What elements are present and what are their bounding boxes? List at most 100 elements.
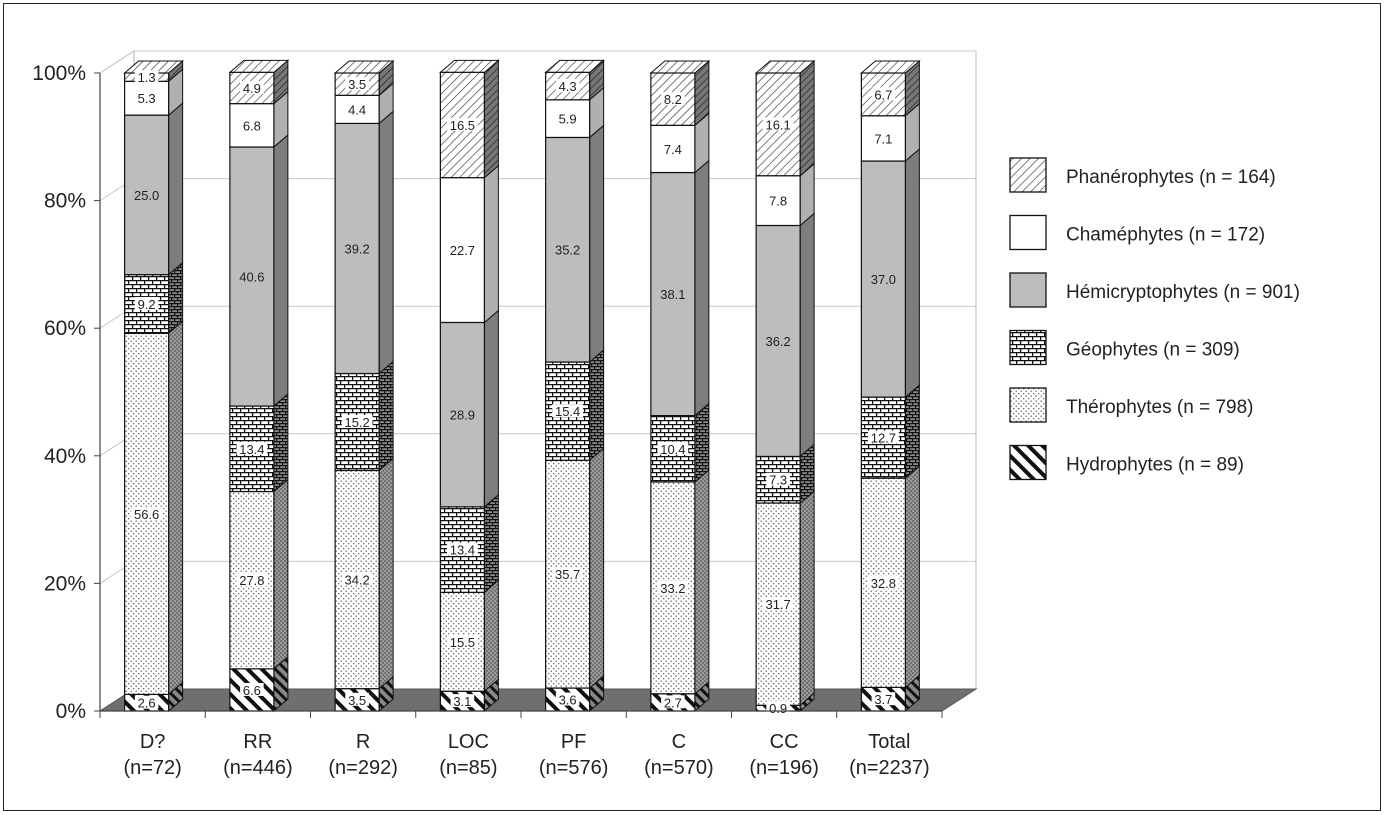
bar-segment-side	[799, 59, 815, 177]
data-label: 6.6	[243, 683, 261, 698]
bar-segment-side	[483, 59, 499, 179]
x-category-count: (n=196)	[749, 757, 819, 779]
data-label: 0.9	[769, 701, 787, 716]
legend-label: Hydrophytes (n = 89)	[1066, 455, 1244, 476]
y-tick-label: 80%	[44, 190, 86, 213]
y-tick-label: 40%	[44, 445, 86, 468]
bar-segment	[124, 80, 170, 116]
data-label-bg	[341, 414, 373, 428]
bar-stack: 6.6 27.8 13.4 40.6 6.8 4.9	[228, 59, 290, 713]
data-label-bg	[131, 506, 163, 520]
bar-segment-side	[273, 478, 289, 670]
bar-segment-side	[168, 102, 184, 276]
bar-segment	[124, 114, 170, 276]
data-label: 33.2	[660, 581, 685, 596]
legend: Phanérophytes (n = 164) Chaméphytes (n = …	[1009, 157, 1300, 481]
bar-segment-side	[378, 360, 394, 472]
legend-label: Chaméphytes (n = 172)	[1066, 225, 1265, 246]
data-label: 37.0	[871, 272, 896, 287]
data-label: 38.1	[660, 287, 685, 302]
y-tick-label: 100%	[32, 62, 86, 85]
bar-segment-side	[904, 147, 920, 399]
x-category-label: PF	[561, 731, 587, 753]
data-label: 25.0	[134, 188, 159, 203]
bar-segment-side	[589, 447, 605, 690]
data-label-bg	[661, 92, 685, 106]
data-label-bg	[236, 441, 268, 455]
data-label-bg	[134, 695, 159, 709]
data-label-bg	[446, 542, 478, 556]
data-label: 10.4	[660, 442, 685, 457]
x-category-label: R	[356, 731, 370, 753]
data-label: 27.8	[239, 573, 264, 588]
data-label: 3.5	[348, 77, 366, 92]
data-label-bg	[871, 692, 896, 706]
data-label-bg	[345, 692, 369, 706]
data-label-bg	[345, 77, 369, 91]
data-label: 15.4	[555, 404, 580, 419]
y-axis: 0% 20% 40% 60% 80% 100%	[32, 62, 101, 723]
bar-segment	[860, 160, 906, 398]
data-label-bg	[762, 597, 794, 611]
data-label-bg	[555, 692, 580, 706]
bar-segment-side	[378, 457, 394, 690]
bar-segment	[545, 136, 591, 363]
legend-swatch	[1009, 214, 1047, 251]
x-category-label: CC	[770, 731, 799, 753]
data-label: 4.9	[243, 81, 261, 96]
data-label-bg	[657, 580, 689, 594]
bar-segment-side	[904, 384, 920, 480]
legend-item: Thérophytes (n = 798)	[1009, 387, 1253, 423]
data-label: 6.8	[243, 118, 261, 133]
bar-segment-side	[273, 392, 289, 493]
bar-segment	[229, 146, 275, 407]
legend-item: Hémicryptophytes (n = 901)	[1009, 272, 1300, 308]
y-tick-label: 0%	[56, 700, 86, 723]
data-label: 5.3	[138, 91, 156, 106]
data-label: 34.2	[344, 573, 369, 588]
data-label: 22.7	[450, 243, 475, 258]
data-label-bg	[766, 472, 790, 486]
data-label-bg	[867, 430, 899, 444]
data-label-bg	[134, 296, 159, 310]
data-label: 4.4	[348, 102, 366, 117]
legend-item: Géophytes (n = 309)	[1009, 329, 1240, 366]
data-label-bg	[552, 404, 584, 418]
data-label: 16.5	[450, 118, 475, 133]
data-label: 7.1	[874, 131, 892, 146]
data-label-bg	[446, 117, 478, 131]
bar-segment-side	[378, 110, 394, 375]
data-label: 3.1	[453, 694, 471, 709]
data-label: 15.2	[344, 415, 369, 430]
data-label: 31.7	[765, 597, 790, 612]
legend-label: Phanérophytes (n = 164)	[1066, 167, 1276, 188]
bar-stack: 0.9 31.7 7.3 36.2 7.8 16.1	[754, 59, 816, 716]
bar-stack: 2.6 56.6 9.2 25.0 5.3 1.3	[123, 59, 184, 713]
data-label: 16.1	[765, 117, 790, 132]
data-label-bg	[555, 79, 580, 93]
bar-stack: 3.6 35.7 15.4 35.2 5.9 4.3	[544, 59, 605, 713]
data-label-bg	[661, 695, 685, 709]
bar-stack: 2.7 33.2 10.4 38.1 7.4 8.2	[649, 59, 711, 713]
data-label: 3.6	[559, 693, 577, 708]
gridline-left	[99, 50, 135, 74]
data-label-bg	[341, 572, 373, 586]
data-label-bg	[446, 634, 478, 648]
data-label: 7.3	[769, 473, 787, 488]
data-label-bg	[134, 70, 159, 84]
bar-segment	[334, 94, 380, 125]
data-label: 13.4	[450, 543, 475, 558]
bar-segment-side	[799, 212, 815, 458]
legend-swatch	[1009, 272, 1047, 308]
data-label: 7.8	[769, 194, 787, 209]
data-label: 28.9	[450, 408, 475, 423]
x-category-count: (n=85)	[439, 757, 497, 779]
x-category-count: (n=2237)	[849, 757, 930, 779]
data-label: 12.7	[871, 431, 896, 446]
x-category-label: Total	[868, 731, 910, 753]
y-tick-label: 20%	[44, 572, 86, 595]
data-label: 40.6	[239, 270, 264, 285]
bar-segment-side	[694, 159, 710, 417]
bar-segment-side	[694, 402, 710, 484]
data-label: 1.3	[138, 70, 156, 85]
